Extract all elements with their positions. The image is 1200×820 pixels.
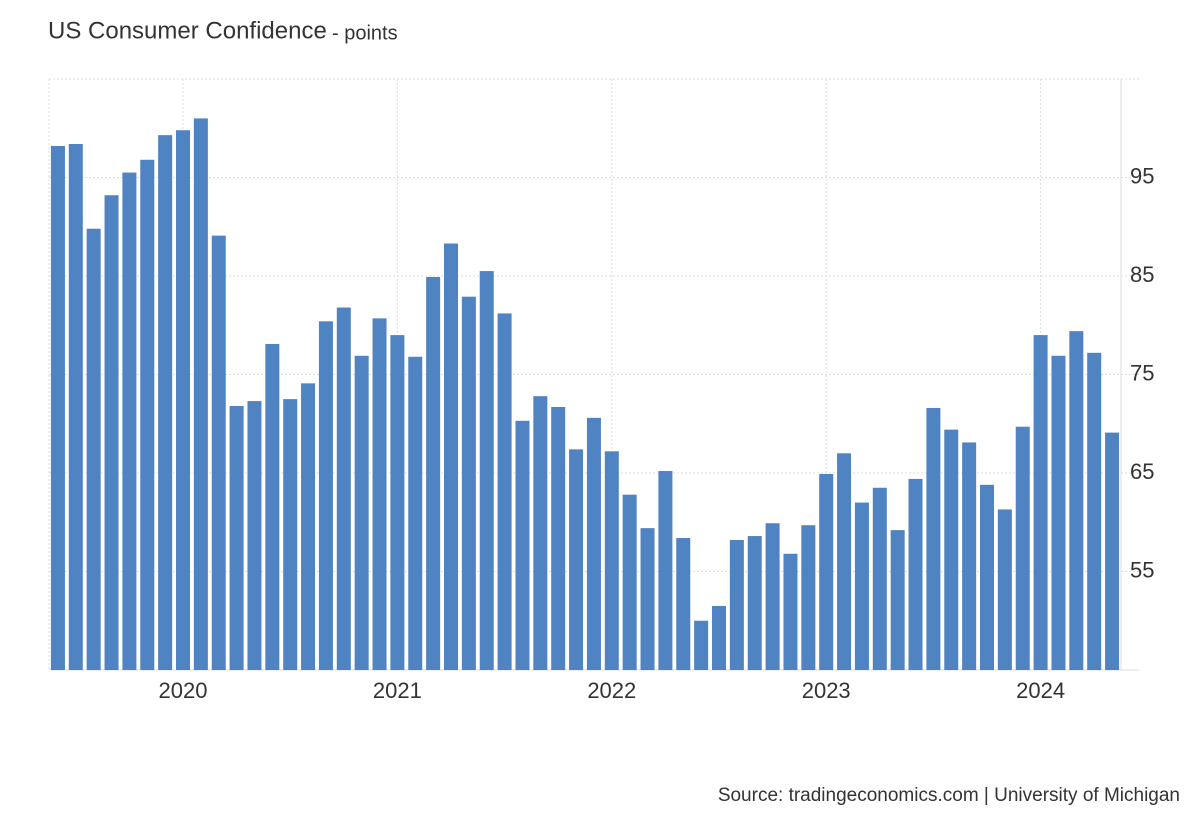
bar xyxy=(354,355,369,670)
bar xyxy=(408,356,423,670)
bar xyxy=(497,313,512,670)
bar xyxy=(622,494,637,670)
bar xyxy=(640,528,655,670)
bar xyxy=(658,471,673,670)
bar xyxy=(444,243,458,670)
bar xyxy=(694,620,709,670)
bar xyxy=(926,407,941,670)
bar xyxy=(211,235,226,671)
bar xyxy=(712,605,726,670)
x-tick-label: 2020 xyxy=(159,678,208,703)
bar xyxy=(801,525,816,670)
bar xyxy=(283,399,298,670)
bar xyxy=(390,335,405,670)
y-tick-label: 55 xyxy=(1130,557,1154,582)
y-tick-label: 95 xyxy=(1130,163,1154,188)
bar xyxy=(783,553,798,670)
bar xyxy=(426,276,441,670)
bar xyxy=(301,383,316,670)
bar xyxy=(908,478,923,670)
bar xyxy=(1105,432,1120,670)
bar xyxy=(176,130,190,671)
x-tick-label: 2024 xyxy=(1016,678,1065,703)
x-tick-label: 2023 xyxy=(802,678,851,703)
bar xyxy=(980,484,994,670)
x-tick-label: 2021 xyxy=(373,678,422,703)
chart-subtitle: - points xyxy=(332,22,398,44)
bar xyxy=(336,307,351,670)
bar xyxy=(1087,352,1102,670)
source: Source: tradingeconomics.com | Universit… xyxy=(718,785,1180,806)
bar xyxy=(229,406,244,670)
bar xyxy=(1033,335,1048,670)
bar xyxy=(193,118,208,670)
bar xyxy=(962,442,977,670)
bar xyxy=(819,473,834,670)
bar xyxy=(890,530,905,670)
bar xyxy=(533,396,548,670)
bar xyxy=(551,407,566,670)
bar xyxy=(997,509,1012,670)
bar xyxy=(86,228,101,670)
bar xyxy=(747,536,762,670)
x-tick-label: 2022 xyxy=(587,678,636,703)
bar xyxy=(318,321,333,670)
bar xyxy=(372,318,387,670)
y-tick-label: 85 xyxy=(1130,262,1154,287)
bar xyxy=(944,429,959,670)
bar xyxy=(765,523,780,670)
bar xyxy=(1069,331,1084,670)
y-tick-label: 75 xyxy=(1130,360,1154,385)
bar xyxy=(68,144,83,670)
bar xyxy=(461,296,476,670)
bar xyxy=(676,538,691,670)
bar xyxy=(604,451,619,670)
bar xyxy=(1015,426,1030,670)
bar xyxy=(729,539,744,670)
bar xyxy=(837,453,852,670)
bar xyxy=(1051,355,1066,670)
y-tick-label: 65 xyxy=(1130,459,1154,484)
bar xyxy=(854,502,869,670)
bar xyxy=(586,417,601,670)
bar xyxy=(515,420,530,670)
bar xyxy=(104,195,119,671)
chart-title: US Consumer Confidence xyxy=(48,17,327,44)
bar xyxy=(158,135,173,670)
bar xyxy=(872,487,887,670)
bar xyxy=(265,343,280,670)
bar xyxy=(247,401,262,670)
bar xyxy=(140,159,155,670)
bar xyxy=(569,449,584,670)
bar xyxy=(122,172,137,670)
bar xyxy=(479,271,494,670)
bar xyxy=(50,145,65,671)
